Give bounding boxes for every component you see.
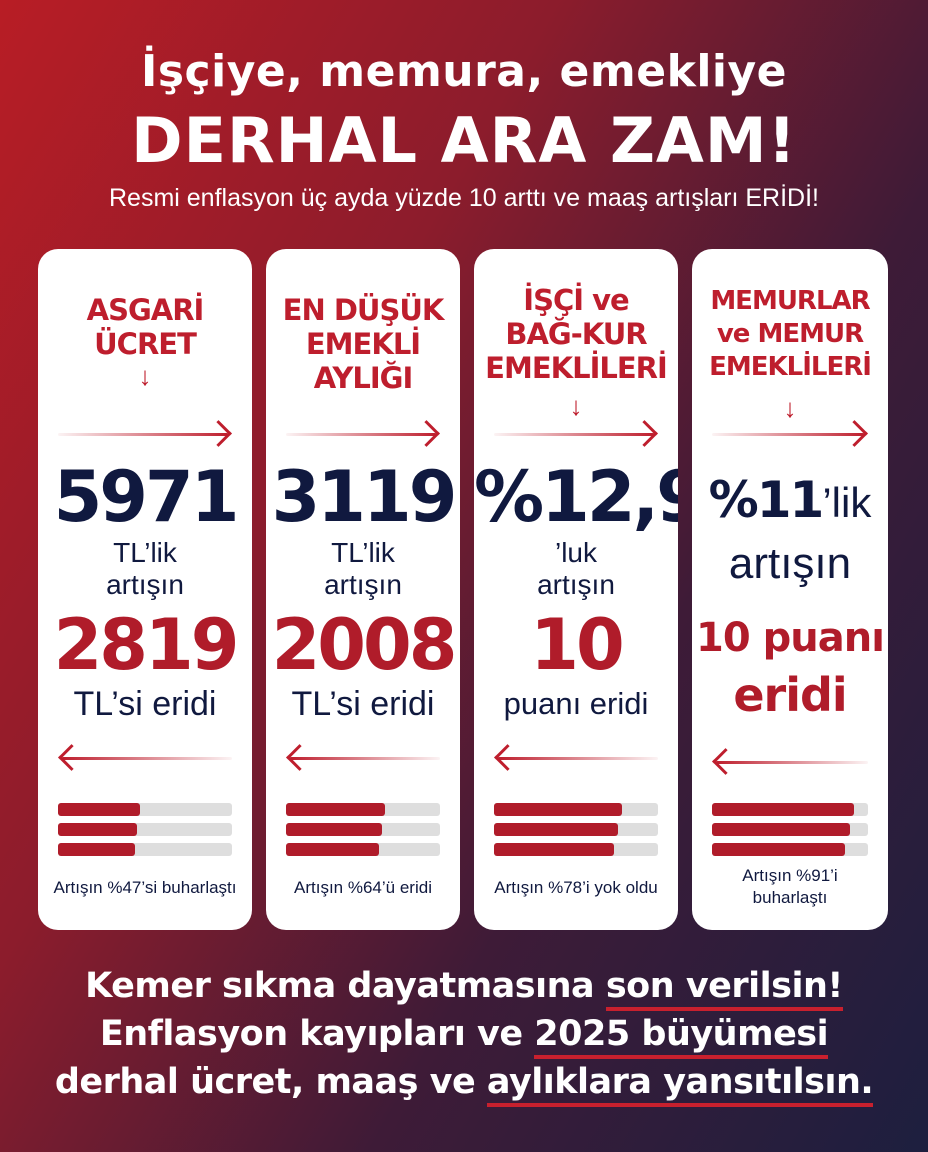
slogan-text: Enflasyon kayıpları ve <box>99 1014 535 1054</box>
erosion-bars <box>712 803 868 863</box>
bar-fill <box>286 803 385 816</box>
card-title-line: ve MEMUR <box>716 319 864 349</box>
down-arrow-icon: ↓ <box>138 361 152 391</box>
card-caption-line: buharlaştı <box>752 888 828 907</box>
bar-fill <box>494 823 619 836</box>
card-caption: Artışın %47’si buharlaştı <box>53 878 237 897</box>
increase-suffix: artışın <box>106 569 184 600</box>
erosion-bars <box>286 803 440 863</box>
erosion-bars <box>58 803 232 863</box>
bar-track <box>58 823 232 836</box>
bar-track <box>494 823 658 836</box>
card-isci-bagkur-emeklileri: İŞÇİ ve BAĞ-KUR EMEKLİLERİ ↓ %12,9 ’luk … <box>474 249 678 930</box>
lost-suffix: puanı eridi <box>503 686 649 721</box>
bar-track <box>712 803 868 816</box>
increase-value: %12,9 <box>474 456 678 538</box>
card-en-dusuk-emekli-ayligi: EN DÜŞÜK EMEKLİ AYLIĞI 3119 TL’lik artış… <box>266 249 460 930</box>
bar-track <box>286 803 440 816</box>
increase-suffix: artışın <box>537 569 615 600</box>
card-title-line: ÜCRET <box>94 327 197 361</box>
bar-track <box>58 803 232 816</box>
lost-value: 2819 <box>53 604 240 686</box>
increase-unit: TL’lik <box>113 537 177 568</box>
card-caption: Artışın %91’i buharlaştı <box>692 865 888 909</box>
bar-track <box>286 823 440 836</box>
card-title-line: AYLIĞI <box>313 361 414 395</box>
increase-unit: TL’lik <box>331 537 395 568</box>
down-arrow-icon: ↓ <box>783 393 797 423</box>
card-title-line: EN DÜŞÜK <box>282 293 445 327</box>
card-caption: Artışın %64’ü eridi <box>294 878 432 897</box>
increase-unit: ’lik <box>822 479 872 526</box>
slogan-text: Kemer sıkma dayatmasına <box>85 966 606 1006</box>
increase-unit: ’luk <box>554 537 597 568</box>
left-arrow-icon <box>58 744 232 773</box>
slogan-highlight: 2025 büyümesi <box>534 1014 829 1059</box>
lost-value: 2008 <box>271 604 458 686</box>
left-arrow-icon <box>286 744 440 773</box>
bar-fill <box>58 843 135 856</box>
card-title: İŞÇİ ve BAĞ-KUR EMEKLİLERİ <box>474 283 678 385</box>
bar-track <box>712 843 868 856</box>
lost-value: 10 <box>530 604 624 686</box>
slogan-line2: Enflasyon kayıpları ve 2025 büyümesi <box>0 1012 928 1059</box>
bar-fill <box>494 843 615 856</box>
card-title: EN DÜŞÜK EMEKLİ AYLIĞI <box>266 293 460 395</box>
bar-fill <box>712 843 846 856</box>
card-title-line: EMEKLİLERİ <box>709 352 872 382</box>
slogan-highlight: aylıklara yansıtılsın. <box>486 1062 874 1107</box>
bar-fill <box>286 823 382 836</box>
increase-suffix: artışın <box>728 539 852 588</box>
subtitle: Resmi enflasyon üç ayda yüzde 10 arttı v… <box>108 184 820 212</box>
bar-track <box>286 843 440 856</box>
lost-suffix: TL’si eridi <box>73 685 217 723</box>
headline-line2: DERHAL ARA ZAM! <box>131 104 797 177</box>
erosion-bars <box>494 803 658 863</box>
right-arrow-icon <box>58 420 232 449</box>
slogan-line3: derhal ücret, maaş ve aylıklara yansıtıl… <box>0 1060 928 1107</box>
bar-track <box>58 843 232 856</box>
slogan-line1: Kemer sıkma dayatmasına son verilsin! <box>0 964 928 1011</box>
right-arrow-icon <box>494 420 658 449</box>
bar-fill <box>712 823 850 836</box>
slogan-text: derhal ücret, maaş ve <box>54 1062 487 1102</box>
bar-fill <box>712 803 854 816</box>
headline-line1: İşçiye, memura, emekliye <box>140 46 788 97</box>
lost-suffix: eridi <box>733 668 847 722</box>
card-title-line: EMEKLİ <box>305 327 421 361</box>
right-arrow-icon <box>286 420 440 449</box>
bar-track <box>494 803 658 816</box>
down-arrow-icon: ↓ <box>569 391 583 421</box>
bar-fill <box>58 803 140 816</box>
bar-fill <box>494 803 622 816</box>
card-title: ASGARİ ÜCRET <box>38 293 252 361</box>
card-caption-line: Artışın %91’i <box>742 866 838 885</box>
lost-suffix: TL’si eridi <box>291 685 435 723</box>
bar-track <box>712 823 868 836</box>
card-title-line: BAĞ-KUR <box>505 317 647 351</box>
increase-value: 3119 <box>271 456 458 538</box>
card-caption: Artışın %78’i yok oldu <box>494 878 658 897</box>
increase-value: %11 <box>708 471 825 529</box>
slogan-highlight: son verilsin! <box>605 966 843 1011</box>
card-title-line: MEMURLAR <box>710 286 870 316</box>
card-asgari-ucret: ASGARİ ÜCRET ↓ 5971 TL’lik artışın 2819 … <box>38 249 252 930</box>
card-title-line: ASGARİ <box>86 293 205 327</box>
card-memurlar-memur-emeklileri: MEMURLAR ve MEMUR EMEKLİLERİ ↓ %11’lik a… <box>692 249 888 930</box>
right-arrow-icon <box>712 420 868 449</box>
increase-row: %11’lik <box>692 471 888 529</box>
left-arrow-icon <box>712 748 868 777</box>
increase-suffix: artışın <box>324 569 402 600</box>
bar-fill <box>58 823 138 836</box>
increase-value: 5971 <box>53 456 240 538</box>
left-arrow-icon <box>494 744 658 773</box>
lost-value: 10 puanı <box>696 615 885 661</box>
bar-fill <box>286 843 379 856</box>
card-title-line: İŞÇİ ve <box>523 283 629 317</box>
card-title-line: EMEKLİLERİ <box>485 351 668 385</box>
bar-track <box>494 843 658 856</box>
card-title: MEMURLAR ve MEMUR EMEKLİLERİ <box>692 285 888 384</box>
